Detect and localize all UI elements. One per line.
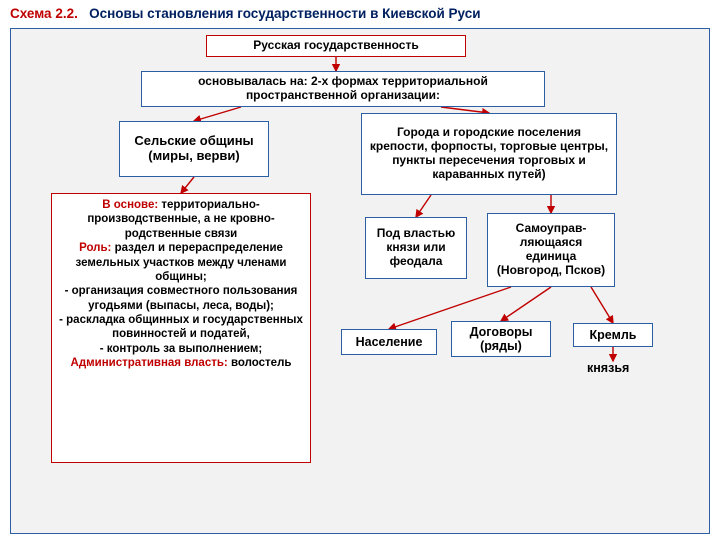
title-prefix: Схема 2.2. <box>10 6 78 21</box>
node-population: Население <box>341 329 437 355</box>
node-urban: Города и городские поселения крепости, ф… <box>361 113 617 195</box>
node-kremlin: Кремль <box>573 323 653 347</box>
node-treaties: Договоры (ряды) <box>451 321 551 357</box>
title-main: Основы становления государственности в К… <box>89 6 480 21</box>
node-basis: основывалась на: 2-х формах территориаль… <box>141 71 545 107</box>
node-root: Русская государственность <box>206 35 466 57</box>
diagram-canvas: Русская государственность основывалась на… <box>10 28 710 534</box>
node-under: Под властью князи или феодала <box>365 217 467 279</box>
label-princes: князья <box>587 361 629 375</box>
node-rural: Сельские общины (миры, верви) <box>119 121 269 177</box>
node-selfgov: Самоуправ-ляющаяся единица (Новгород, Пс… <box>487 213 615 287</box>
node-detail: В основе: территориально-производственны… <box>51 193 311 463</box>
